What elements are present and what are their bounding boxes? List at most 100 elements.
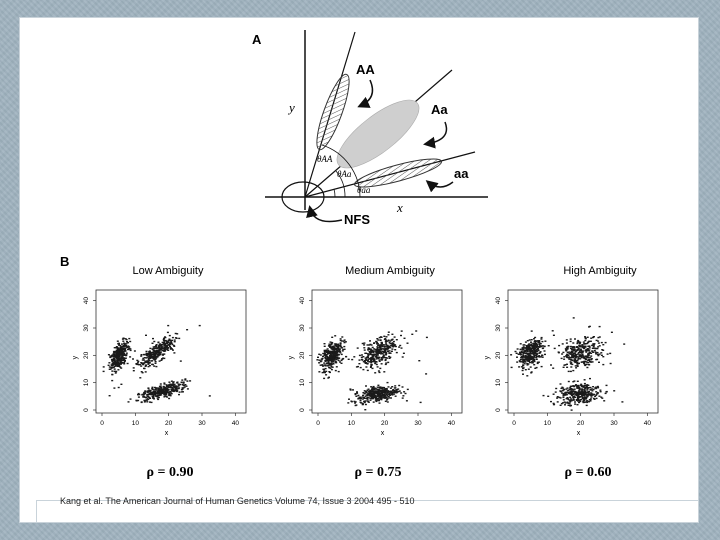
scatter-point <box>381 393 384 395</box>
scatter-point <box>322 355 324 358</box>
scatter-point <box>118 357 121 360</box>
scatter-point <box>358 396 361 398</box>
scatter-point <box>532 348 535 350</box>
scatter-point <box>154 347 157 349</box>
scatter-point <box>159 352 162 354</box>
rho-label: ρ = 0.90 <box>147 465 194 480</box>
scatter-point <box>160 344 163 346</box>
scatter-point <box>595 391 598 393</box>
scatter-point <box>572 342 575 344</box>
scatter-point <box>586 342 589 345</box>
scatter-point <box>349 389 352 391</box>
scatter-point <box>380 395 383 398</box>
scatter-point <box>154 395 157 397</box>
scatter-point <box>391 392 394 394</box>
scatter-point <box>328 366 331 369</box>
scatter-point <box>167 386 170 389</box>
scatter-point <box>361 359 364 361</box>
scatter-point <box>539 345 541 347</box>
scatter-point <box>530 350 533 352</box>
scatter-point <box>356 392 359 394</box>
scatter-point <box>129 340 132 343</box>
scatter-point <box>151 352 153 354</box>
scatter-point <box>378 392 381 394</box>
scatter-point <box>586 388 589 390</box>
scatter-point <box>563 358 566 360</box>
scatter-point <box>108 362 111 364</box>
scatter-point <box>163 394 166 396</box>
scatter-point <box>525 356 527 359</box>
scatter-point <box>591 350 594 352</box>
scatter-point <box>143 362 146 364</box>
scatter-point <box>585 355 588 358</box>
scatter-point <box>323 370 326 372</box>
scatter-point <box>331 355 334 357</box>
scatter-point <box>584 392 586 394</box>
scatter-point <box>374 395 377 397</box>
scatter-point <box>585 396 588 399</box>
scatter-point <box>404 392 407 395</box>
scatter-point <box>387 361 390 364</box>
scatter-point <box>375 350 378 352</box>
scatter-point <box>167 324 170 327</box>
scatter-point <box>596 347 599 350</box>
scatter-point <box>394 390 397 393</box>
scatter-point <box>388 393 391 395</box>
scatter-point <box>593 343 596 345</box>
scatter-points <box>316 330 428 411</box>
scatter-point <box>378 371 381 374</box>
scatter-point <box>368 390 371 392</box>
scatter-point <box>517 353 520 355</box>
scatter-point <box>540 338 543 340</box>
scatter-point <box>125 339 128 341</box>
scatter-point <box>154 392 157 394</box>
scatter-point <box>129 398 132 400</box>
scatter-point <box>593 398 596 400</box>
scatter-point <box>391 344 394 346</box>
scatter-point <box>331 366 334 368</box>
scatter-point <box>391 386 394 388</box>
scatter-point <box>516 356 518 358</box>
scatter-point <box>523 356 526 358</box>
scatter-point <box>329 359 332 361</box>
scatter-point <box>374 349 377 351</box>
scatter-point <box>379 345 381 348</box>
scatter-point <box>322 368 325 370</box>
scatter-point <box>587 356 590 359</box>
scatter-point <box>146 356 149 358</box>
scatter-point <box>556 401 559 403</box>
scatter-point <box>163 392 166 394</box>
scatter-point <box>382 395 385 397</box>
scatter-point <box>155 365 158 368</box>
scatter-point <box>324 356 327 359</box>
scatter-point <box>137 396 140 398</box>
scatter-point <box>157 387 160 389</box>
scatter-point <box>570 398 572 400</box>
scatter-point <box>364 359 366 362</box>
scatter-point <box>370 361 373 364</box>
scatter-point <box>583 393 586 395</box>
scatter-point <box>186 380 189 382</box>
scatter-point <box>522 352 525 355</box>
scatter-point <box>183 386 186 388</box>
scatter-point <box>335 345 338 347</box>
scatter-point <box>387 390 390 392</box>
scatter-point <box>161 389 164 391</box>
scatter-point <box>359 399 362 401</box>
scatter-point <box>377 351 380 353</box>
scatter-point <box>110 356 113 358</box>
y-tick-label: 30 <box>299 324 306 332</box>
label-aa: aa <box>454 166 469 181</box>
scatter-point <box>571 354 574 357</box>
scatter-point <box>576 380 579 382</box>
scatter-point <box>332 347 335 349</box>
scatter-point <box>370 397 373 400</box>
scatter-point <box>320 360 323 362</box>
scatter-point <box>522 362 525 364</box>
scatter-point <box>167 346 170 349</box>
scatter-point <box>147 360 150 362</box>
scatter-point <box>323 371 326 374</box>
scatter-point <box>153 355 156 357</box>
scatter-point <box>576 391 579 393</box>
scatter-point <box>595 394 598 396</box>
